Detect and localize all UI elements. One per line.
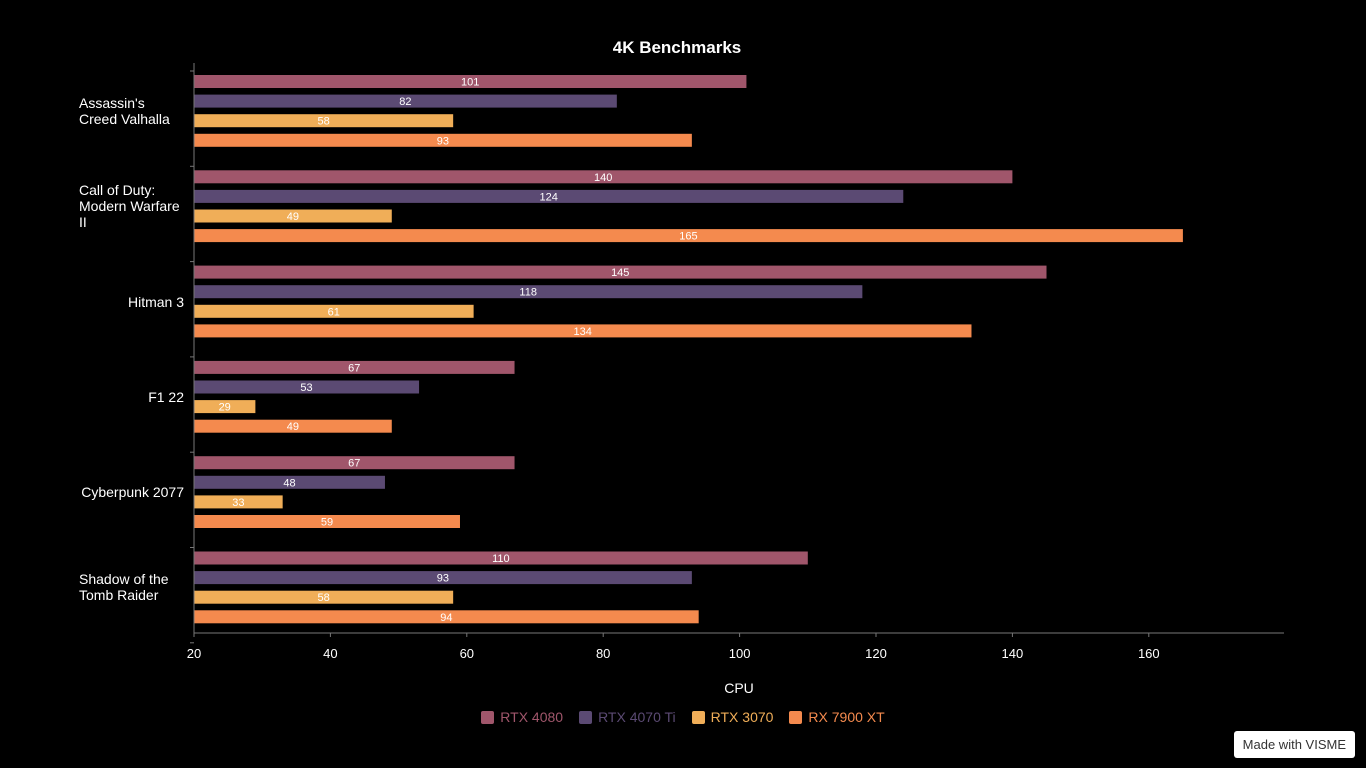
axes-group: 20 40 60 80 100 120 140 160: [187, 63, 1284, 661]
bar-rtx-4070-ti-4[interactable]: [194, 475, 385, 489]
legend-swatch: [691, 710, 705, 724]
category-label-line: Tomb Raider: [79, 587, 159, 604]
legend-swatch: [481, 710, 495, 724]
category-label-line: Creed Valhalla: [79, 110, 170, 127]
legend-label: RX 7900 XT: [808, 709, 885, 725]
bar-rtx-4080-3[interactable]: [194, 360, 515, 374]
data-label: 61: [328, 306, 340, 318]
category-label-line: Cyberpunk 2077: [81, 484, 184, 501]
category-label-line: Assassin's: [79, 94, 145, 111]
bar-rtx-3070-3[interactable]: [194, 400, 256, 414]
x-tick-label: 100: [729, 646, 751, 661]
bar-rtx-4080-2[interactable]: [194, 265, 1047, 279]
data-label: 58: [317, 592, 329, 604]
legend-label: RTX 3070: [710, 709, 774, 725]
data-label: 67: [348, 458, 360, 470]
legend-swatch: [579, 710, 593, 724]
data-label: 94: [440, 612, 452, 624]
legend-item-rtx-4070-ti[interactable]: RTX 4070 Ti: [579, 709, 676, 725]
data-label: 145: [611, 267, 629, 279]
legend-item-rtx-4080[interactable]: RTX 4080: [481, 709, 563, 725]
bar-rtx-3070-2[interactable]: [194, 304, 474, 318]
category-label-line: II: [79, 214, 87, 231]
bars-group: 101 82 58 93 140 124 49 165 145 118 61 134 67 53 29 49 6…: [194, 75, 1183, 624]
bar-rtx-3070-0[interactable]: [194, 114, 454, 128]
made-with-visme-badge[interactable]: Made with VISME: [1233, 731, 1355, 758]
category-label-line: Shadow of the: [79, 571, 169, 588]
x-tick-label: 20: [187, 646, 201, 661]
data-label: 49: [287, 421, 299, 433]
legend: RTX 4080 RTX 4070 Ti RTX 3070 RX 7900 XT: [0, 709, 1366, 725]
category-label: Hitman 3: [128, 294, 184, 310]
category-label: Cyberpunk 2077: [81, 484, 184, 500]
data-label: 49: [287, 211, 299, 223]
bar-rtx-4070-ti-3[interactable]: [194, 380, 420, 394]
x-tick-label: 60: [460, 646, 474, 661]
category-label: Shadow of the Tomb Raider: [79, 571, 189, 603]
x-tick-label: 40: [323, 646, 337, 661]
bar-rtx-4070-ti-1[interactable]: [194, 189, 904, 203]
data-label: 53: [300, 382, 312, 394]
x-tick-label: 160: [1138, 646, 1160, 661]
data-label: 33: [232, 497, 244, 509]
x-axis-label: CPU: [724, 680, 754, 696]
data-label: 93: [437, 573, 449, 585]
bar-rx-7900-xt-1[interactable]: [194, 229, 1183, 243]
category-label-line: F1 22: [148, 388, 184, 405]
x-tick-label: 140: [1002, 646, 1024, 661]
legend-item-rtx-3070[interactable]: RTX 3070: [691, 709, 774, 725]
bar-rtx-4080-0[interactable]: [194, 75, 747, 88]
x-tick-label: 80: [596, 646, 610, 661]
data-label: 67: [348, 362, 360, 374]
bar-rx-7900-xt-5[interactable]: [194, 610, 699, 624]
category-label-line: Modern Warfare: [79, 198, 180, 215]
data-label: 29: [219, 402, 231, 414]
bar-rtx-3070-4[interactable]: [194, 495, 283, 509]
bar-rtx-4080-4[interactable]: [194, 456, 515, 470]
bar-rx-7900-xt-3[interactable]: [194, 419, 392, 433]
legend-label: RTX 4080: [500, 709, 564, 725]
data-label: 165: [679, 231, 697, 243]
bar-rtx-4070-ti-5[interactable]: [194, 571, 692, 585]
data-label: 110: [492, 553, 510, 565]
bar-rx-7900-xt-0[interactable]: [194, 133, 692, 147]
legend-item-rx-7900-xt[interactable]: RX 7900 XT: [789, 709, 885, 725]
bar-rtx-4080-5[interactable]: [194, 551, 808, 565]
data-label: 134: [574, 326, 592, 338]
category-label-line: Hitman 3: [127, 293, 184, 310]
data-label: 58: [317, 116, 329, 128]
data-label: 82: [399, 96, 411, 108]
data-label: 101: [461, 77, 479, 89]
category-label-line: Call of Duty:: [79, 182, 156, 199]
data-label: 118: [519, 287, 537, 299]
data-label: 93: [437, 135, 449, 147]
chart-title: 4K Benchmarks: [613, 38, 742, 57]
data-label: 48: [283, 477, 295, 489]
category-label: Assassin's Creed Valhalla: [79, 95, 189, 127]
legend-label: RTX 4070 Ti: [598, 709, 676, 725]
bar-rx-7900-xt-4[interactable]: [194, 515, 460, 528]
legend-swatch: [789, 710, 803, 724]
bar-rtx-3070-5[interactable]: [194, 590, 454, 604]
data-label: 140: [594, 172, 612, 184]
bar-rtx-4080-1[interactable]: [194, 170, 1013, 184]
data-label: 124: [539, 191, 557, 203]
bar-rtx-4070-ti-0[interactable]: [194, 94, 617, 108]
category-label: F1 22: [148, 389, 184, 405]
category-label: Call of Duty: Modern Warfare II: [79, 182, 189, 230]
bar-rtx-4070-ti-2[interactable]: [194, 285, 863, 299]
data-label: 59: [321, 517, 333, 529]
x-tick-label: 120: [865, 646, 887, 661]
bar-rtx-3070-1[interactable]: [194, 209, 392, 223]
bar-rx-7900-xt-2[interactable]: [194, 324, 972, 338]
